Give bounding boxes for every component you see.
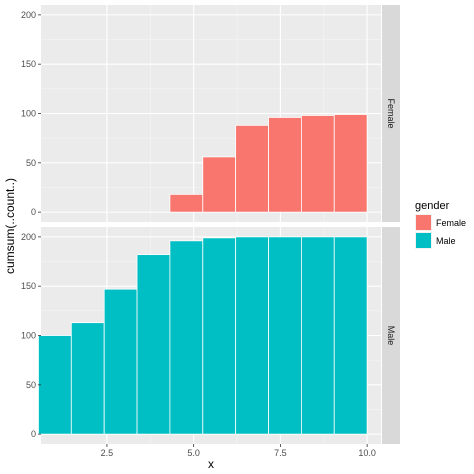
legend-key-male [416,233,431,248]
bar-male [70,322,105,435]
panel-female: Female [41,5,400,222]
facet-strip [382,5,400,222]
bar-female [169,193,204,213]
y-tick-label: 100 [21,331,36,341]
x-tick-label: 2.5 [101,448,114,458]
legend-label-female: Female [436,218,466,228]
y-tick-label: 0 [31,207,36,217]
y-tick-label: 200 [21,232,36,242]
x-tick-label: 10.0 [358,448,376,458]
bar-male [333,236,368,435]
bar-male [235,236,269,435]
bar-male [268,236,302,435]
y-tick-label: 150 [21,281,36,291]
bar-female [333,114,368,213]
facet-strip-label: Female [386,98,396,128]
y-tick-label: 200 [21,10,36,20]
y-tick-label: 0 [31,429,36,439]
panels-layer: Female Male [38,5,400,444]
x-tick-label: 7.5 [274,448,287,458]
bar-female [235,124,269,213]
y-axis-title: cumsum(..count..) [3,178,17,274]
legend-key-female [416,215,431,230]
y-tick-label: 50 [26,380,36,390]
bar-male [103,288,138,435]
legend-label-male: Male [436,236,456,246]
bar-male [169,240,204,435]
axes-layer: 0 50 100 150 200 0 50 100 150 200 2.5 5.0 7.5 10.0 [21,10,376,458]
legend: gender Female Male [415,200,466,249]
bar-female [202,156,237,213]
y-tick-label: 100 [21,109,36,119]
bar-female [300,115,335,213]
facet-strip-label: Male [386,326,396,346]
x-axis-title: x [208,457,214,471]
bar-male [300,236,335,435]
bar-male [136,254,171,435]
legend-title: gender [415,200,450,212]
x-tick-label: 5.0 [187,448,200,458]
y-tick-label: 150 [21,59,36,69]
bar-female [268,117,302,213]
bar-male [202,237,237,435]
panel-male: Male [38,227,400,444]
bar-male [38,335,72,435]
facet-strip [382,227,400,444]
y-tick-label: 50 [26,158,36,168]
